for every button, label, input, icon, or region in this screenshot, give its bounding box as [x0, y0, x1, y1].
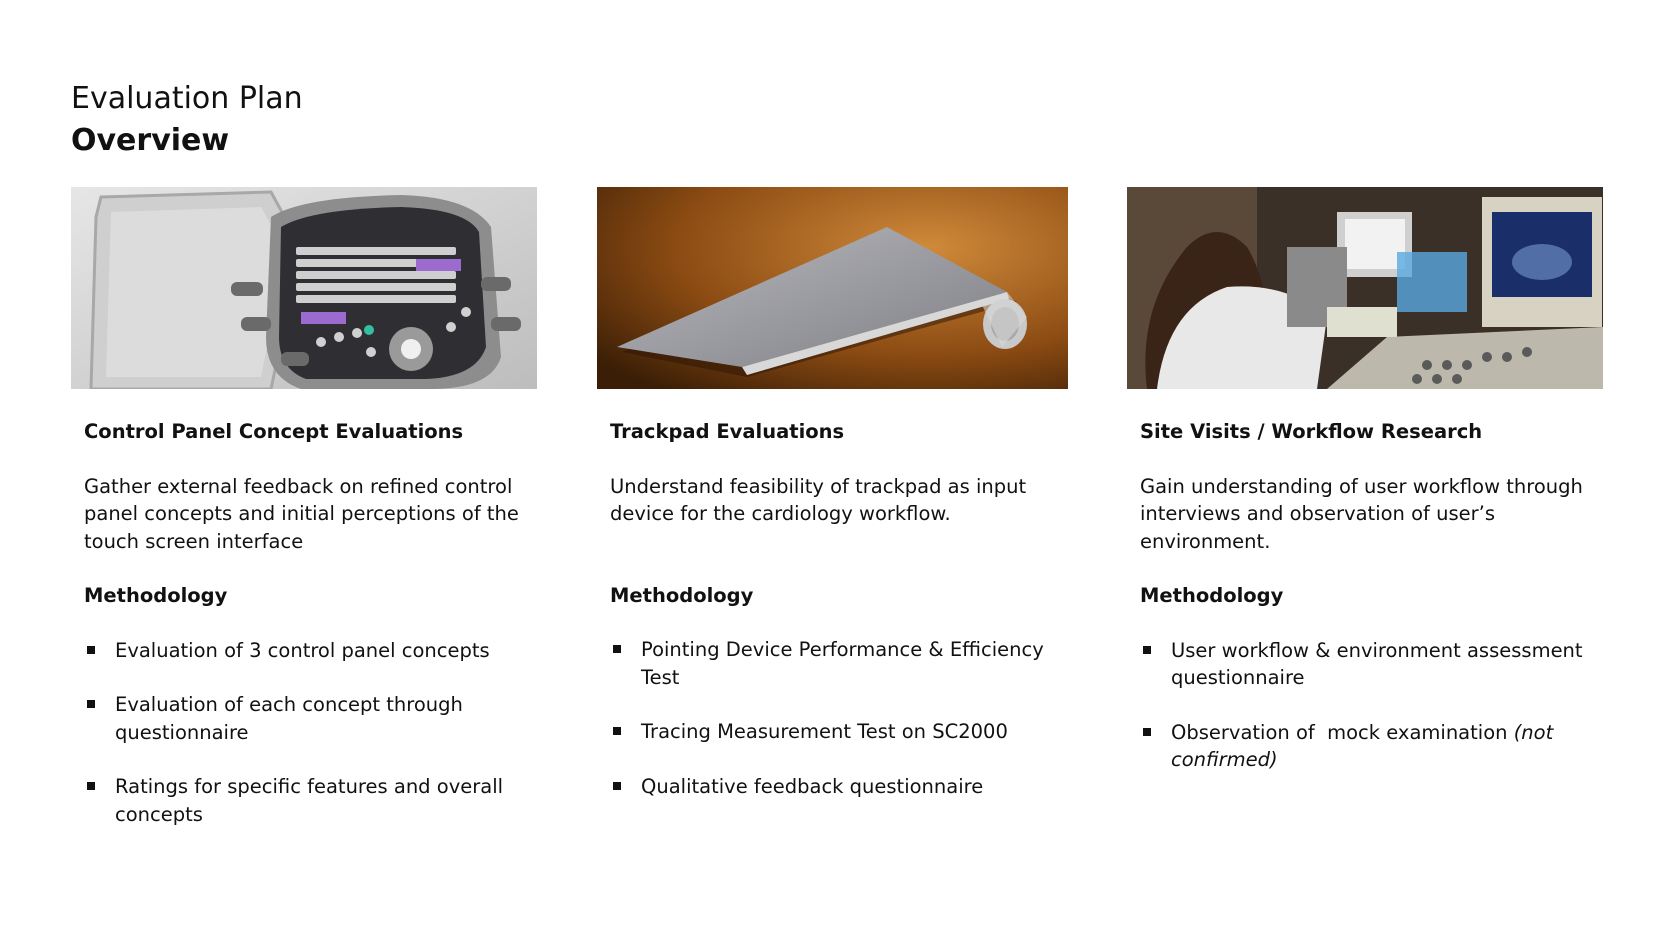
- bullet-square-icon: [87, 700, 95, 708]
- column-description: Gain understanding of user workflow thro…: [1140, 474, 1583, 553]
- list-item: Evaluation of 3 control panel concepts: [84, 637, 529, 665]
- bullet-square-icon: [1143, 645, 1151, 654]
- site-visit-photo: [1127, 187, 1603, 389]
- column-control-panel: Control Panel Concept Evaluations Gather…: [71, 187, 537, 855]
- list-item: Evaluation of each concept through quest…: [84, 691, 529, 746]
- list-item: Ratings for specific features and overal…: [84, 773, 529, 828]
- bullet-square-icon: [613, 645, 621, 653]
- trackpad-illustration: [597, 187, 1068, 389]
- bullet-square-icon: [87, 782, 95, 790]
- column-trackpad: Trackpad Evaluations Understand feasibil…: [597, 187, 1068, 827]
- methodology-label: Methodology: [1140, 584, 1284, 607]
- column-description: Gather external feedback on refined cont…: [84, 474, 519, 553]
- page-title: Evaluation Plan: [71, 81, 303, 116]
- bullet-square-icon: [1143, 727, 1151, 736]
- list-item-text: Tracing Measurement Test on SC2000: [641, 720, 1008, 743]
- bullet-square-icon: [87, 645, 95, 654]
- trackpad-photo: [597, 187, 1068, 389]
- list-item: User workflow & environment assessment q…: [1140, 637, 1595, 692]
- methodology-list: Pointing Device Performance & Efficiency…: [610, 636, 1060, 800]
- title-block: Evaluation Plan Overview: [71, 78, 303, 162]
- page-subtitle: Overview: [71, 123, 230, 158]
- list-item: Tracing Measurement Test on SC2000: [610, 718, 1060, 746]
- methodology-list: Evaluation of 3 control panel concepts E…: [84, 637, 529, 829]
- list-item-text: Evaluation of each concept through quest…: [115, 693, 463, 744]
- methodology-label: Methodology: [84, 584, 228, 607]
- list-item-text: Ratings for specific features and overal…: [115, 775, 504, 826]
- ultrasound-control-panel-photo: [71, 187, 537, 389]
- bullet-square-icon: [613, 781, 621, 790]
- list-item: Observation of mock examination (not con…: [1140, 719, 1595, 774]
- methodology-label: Methodology: [610, 583, 754, 607]
- column-heading: Trackpad Evaluations: [610, 420, 845, 443]
- site-visit-illustration: [1127, 187, 1603, 389]
- list-item-text: Evaluation of 3 control panel concepts: [115, 638, 490, 662]
- list-item-italic-note: (not confirmed): [1171, 720, 1554, 772]
- list-item-text: Observation of mock examination: [1171, 720, 1514, 744]
- list-item: Qualitative feedback questionnaire: [610, 773, 1060, 801]
- methodology-list: User workflow & environment assessment q…: [1140, 637, 1595, 774]
- list-item-text: User workflow & environment assessment q…: [1171, 638, 1583, 690]
- column-description: Understand feasibility of trackpad as in…: [610, 474, 1027, 526]
- list-item-text: Qualitative feedback questionnaire: [641, 774, 984, 798]
- list-item-text: Pointing Device Performance & Efficiency…: [641, 638, 1044, 689]
- column-site-visits: Site Visits / Workflow Research Gain und…: [1127, 187, 1603, 801]
- bullet-square-icon: [613, 727, 621, 735]
- column-heading: Control Panel Concept Evaluations: [84, 420, 464, 443]
- column-heading: Site Visits / Workflow Research: [1140, 420, 1483, 443]
- control-panel-illustration: [71, 187, 537, 389]
- list-item: Pointing Device Performance & Efficiency…: [610, 636, 1060, 691]
